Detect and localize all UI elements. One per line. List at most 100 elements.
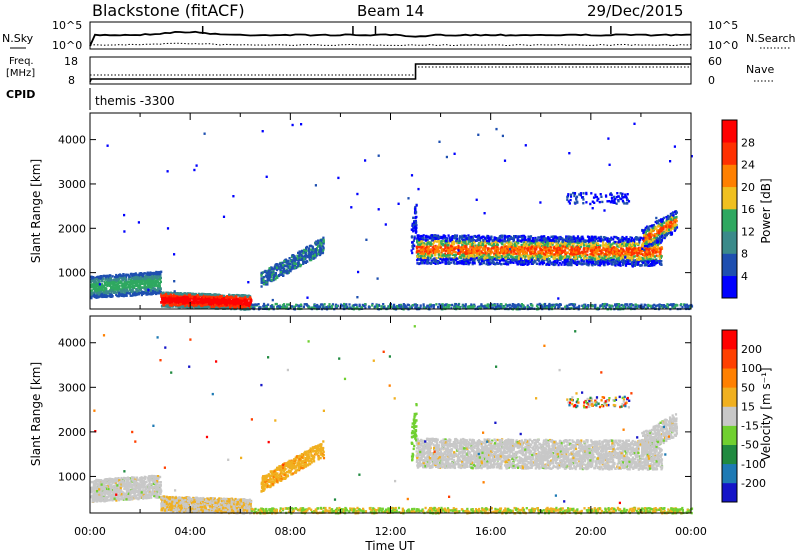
power-cell bbox=[289, 269, 291, 271]
power-cell bbox=[309, 256, 311, 258]
power-cell bbox=[684, 304, 686, 306]
power-cell bbox=[295, 304, 297, 306]
power-cell bbox=[261, 285, 263, 287]
power-cell bbox=[298, 255, 300, 257]
power-cell bbox=[286, 272, 288, 274]
power-cell bbox=[199, 293, 201, 295]
power-cell bbox=[222, 304, 224, 306]
power-cell bbox=[104, 278, 106, 280]
power-cell bbox=[657, 304, 659, 306]
cpid-label: CPID bbox=[6, 88, 35, 101]
power-cell bbox=[261, 272, 263, 274]
power-cell bbox=[635, 303, 637, 305]
power-cell bbox=[294, 260, 296, 262]
power-cell bbox=[105, 276, 107, 278]
power-cell bbox=[607, 240, 609, 242]
power-cell bbox=[260, 277, 262, 279]
nsearch-label: N.Search bbox=[746, 32, 796, 45]
power-cell bbox=[205, 304, 207, 306]
power-cell bbox=[302, 261, 304, 263]
power-cell bbox=[229, 306, 231, 308]
power-cell bbox=[681, 306, 683, 308]
power-cell bbox=[175, 297, 177, 299]
power-cell bbox=[181, 299, 183, 301]
power-cell bbox=[263, 279, 265, 281]
power-cell bbox=[136, 293, 138, 295]
power-cell bbox=[103, 289, 105, 291]
power-cell bbox=[445, 303, 447, 305]
power-cell bbox=[684, 306, 686, 308]
power-cell bbox=[211, 306, 213, 308]
radar-summary-figure: Blackstone (fitACF) Beam 14 29/Dec/2015 … bbox=[0, 0, 800, 554]
power-cell bbox=[251, 304, 253, 306]
power-cell bbox=[289, 257, 291, 259]
power-cell bbox=[586, 254, 588, 256]
power-cell bbox=[480, 303, 482, 305]
power-cell bbox=[459, 306, 461, 308]
power-cell bbox=[202, 301, 204, 303]
power-cell bbox=[650, 305, 652, 307]
power-cell bbox=[175, 301, 177, 303]
power-cell bbox=[456, 306, 458, 308]
power-cell bbox=[193, 304, 195, 306]
power-cell bbox=[283, 303, 285, 305]
power-cell bbox=[220, 302, 222, 304]
power-cell bbox=[246, 295, 248, 297]
power-cell bbox=[195, 304, 197, 306]
power-cell bbox=[423, 306, 425, 308]
power-cell bbox=[95, 286, 97, 288]
power-cell bbox=[541, 306, 543, 308]
power-cell bbox=[133, 277, 135, 279]
power-cell bbox=[323, 247, 325, 249]
power-cell bbox=[244, 296, 246, 298]
power-cell bbox=[680, 303, 682, 305]
power-cell bbox=[361, 306, 363, 308]
power-cell bbox=[233, 299, 235, 301]
power-cell bbox=[293, 255, 295, 257]
power-cell bbox=[269, 267, 271, 269]
freq-tick-bottom: 8 bbox=[68, 74, 75, 87]
power-cell bbox=[265, 276, 267, 278]
power-cell bbox=[670, 304, 672, 306]
power-cell bbox=[354, 304, 356, 306]
power-cell bbox=[270, 305, 272, 307]
power-cell bbox=[249, 300, 251, 302]
power-cell bbox=[303, 257, 305, 259]
power-cell bbox=[306, 246, 308, 248]
power-cell bbox=[324, 303, 326, 305]
power-cell bbox=[603, 303, 605, 305]
power-cell bbox=[232, 300, 234, 302]
power-cell bbox=[133, 292, 135, 294]
power-cell bbox=[154, 291, 156, 293]
power-cell bbox=[197, 302, 199, 304]
nave-tick-bottom: 0 bbox=[708, 74, 715, 87]
power-cell bbox=[117, 283, 119, 285]
power-cell bbox=[398, 305, 400, 307]
power-cell bbox=[303, 306, 305, 308]
power-cell bbox=[279, 263, 281, 265]
power-cell bbox=[208, 297, 210, 299]
power-cell bbox=[222, 299, 224, 301]
power-cell bbox=[275, 263, 277, 265]
nsky-tick-top: 10^5 bbox=[52, 19, 82, 32]
power-cell bbox=[124, 284, 126, 286]
power-cell bbox=[91, 284, 93, 286]
power-cell bbox=[218, 296, 220, 298]
power-cell bbox=[343, 303, 345, 305]
power-cell bbox=[120, 293, 122, 295]
power-cell bbox=[121, 282, 123, 284]
power-cell bbox=[161, 298, 163, 300]
power-cell bbox=[91, 293, 93, 295]
power-cell bbox=[93, 295, 95, 297]
power-cell bbox=[276, 267, 278, 269]
power-cell bbox=[188, 298, 190, 300]
power-cell bbox=[147, 291, 149, 293]
nsky-series-line bbox=[90, 32, 691, 46]
nave-series-line bbox=[90, 67, 691, 75]
beam-title: Beam 14 bbox=[357, 2, 424, 20]
power-cell bbox=[241, 306, 243, 308]
power-cell bbox=[166, 295, 168, 297]
power-cell bbox=[113, 292, 115, 294]
power-cell bbox=[133, 285, 135, 287]
